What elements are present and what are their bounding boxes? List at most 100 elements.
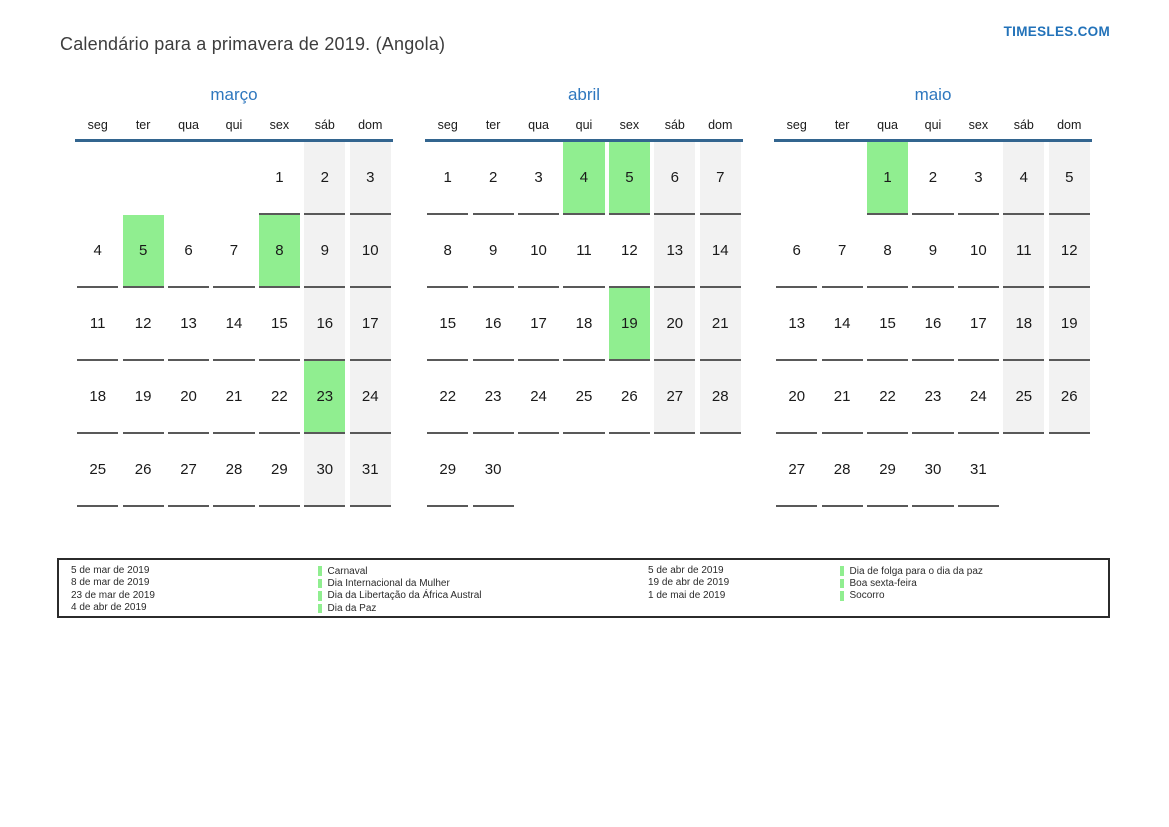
- day-number: 20: [168, 361, 210, 434]
- day-number: 29: [258, 434, 300, 507]
- empty-cell: [1047, 434, 1092, 507]
- week-row: 13 14 15 16 17 18 19: [774, 288, 1092, 361]
- day-cell: 23: [302, 361, 347, 434]
- legend-date: 8 de mar de 2019: [71, 577, 150, 589]
- day-cell: 30: [302, 434, 347, 507]
- day-cell: 7: [698, 142, 743, 215]
- day-number: 21: [821, 361, 863, 434]
- day-number: 5: [122, 215, 164, 288]
- day-number: 12: [608, 215, 650, 288]
- weekday-label: sáb: [664, 118, 685, 132]
- day-cell: 29: [257, 434, 302, 507]
- weekday-label: qui: [924, 118, 942, 132]
- day-cell: 19: [607, 288, 652, 361]
- empty-cell: [120, 142, 165, 215]
- day-number: 9: [912, 215, 954, 288]
- empty-cell: [652, 434, 697, 507]
- day-cell: 26: [607, 361, 652, 434]
- day-number: 26: [1048, 361, 1090, 434]
- day-cell: 26: [120, 434, 165, 507]
- day-cell: 8: [425, 215, 470, 288]
- day-cell: 6: [774, 215, 819, 288]
- legend-date: 19 de abr de 2019: [648, 577, 730, 589]
- day-cell: 18: [1001, 288, 1046, 361]
- day-cell: 29: [425, 434, 470, 507]
- day-number: 10: [518, 215, 560, 288]
- weekday-label: qui: [225, 118, 243, 132]
- holiday-marker-icon: [318, 603, 322, 614]
- day-number: 23: [304, 361, 346, 434]
- day-cell: 9: [910, 215, 955, 288]
- day-cell: 5: [607, 142, 652, 215]
- day-cell: 18: [561, 288, 606, 361]
- day-number: 24: [957, 361, 999, 434]
- day-cell: 28: [211, 434, 256, 507]
- day-cell: 10: [516, 215, 561, 288]
- day-number: 28: [213, 434, 255, 507]
- empty-fill: [518, 434, 559, 507]
- holiday-name: Dia da Paz: [327, 602, 377, 614]
- day-cell: 21: [698, 288, 743, 361]
- day-cell: 31: [348, 434, 393, 507]
- day-cell: 19: [1047, 288, 1092, 361]
- day-cell: 23: [470, 361, 515, 434]
- legend-date: 5 de mar de 2019: [71, 565, 150, 576]
- site-link[interactable]: TIMESLES.COM: [1003, 24, 1110, 39]
- day-cell: 1: [425, 142, 470, 215]
- day-cell: 27: [166, 434, 211, 507]
- holiday-name: Boa sexta-feira: [849, 578, 917, 590]
- day-number: 6: [654, 142, 696, 215]
- day-number: 31: [957, 434, 999, 507]
- day-cell: 25: [75, 434, 120, 507]
- empty-fill: [1003, 434, 1044, 507]
- day-number: 17: [349, 288, 391, 361]
- day-cell: 20: [652, 288, 697, 361]
- weekday-label: dom: [358, 118, 383, 132]
- day-number: 7: [821, 215, 863, 288]
- day-number: 15: [867, 288, 909, 361]
- day-cell: 18: [75, 361, 120, 434]
- holiday-marker-icon: [840, 591, 844, 601]
- day-cell: 20: [774, 361, 819, 434]
- day-number: 11: [77, 288, 119, 361]
- weekday-label: dom: [1057, 118, 1082, 132]
- day-cell: 12: [120, 288, 165, 361]
- day-number: 27: [776, 434, 818, 507]
- day-cell: 6: [166, 215, 211, 288]
- day-cell: 31: [956, 434, 1001, 507]
- holiday-name: Socorro: [849, 590, 885, 602]
- legend-holidays-column: Dia de folga para o dia da paz Boa sexta-…: [840, 565, 983, 602]
- day-cell: 26: [1047, 361, 1092, 434]
- day-number: 13: [654, 215, 696, 288]
- day-number: 8: [867, 215, 909, 288]
- day-number: 26: [122, 434, 164, 507]
- legend-holiday: Carnaval: [318, 565, 481, 577]
- day-cell: 17: [516, 288, 561, 361]
- day-number: 14: [699, 215, 741, 288]
- holiday-marker-icon: [318, 591, 322, 601]
- weekday-label: ter: [485, 118, 501, 132]
- month-grid: 1 2 3 4 5 6 7 8 9 10 11 12 13 14 15 16 17 18 19 20 21 22 23 24 2…: [774, 142, 1092, 507]
- holiday-name: Carnaval: [327, 565, 368, 577]
- empty-fill: [77, 142, 118, 215]
- weekday-label: qua: [528, 118, 549, 132]
- week-row: 27 28 29 30 31: [774, 434, 1092, 507]
- day-number: 23: [912, 361, 954, 434]
- weekday-label: seg: [437, 118, 458, 132]
- weekday-label: qui: [575, 118, 593, 132]
- day-number: 19: [1048, 288, 1090, 361]
- weekday-label: seg: [786, 118, 807, 132]
- day-cell: 13: [166, 288, 211, 361]
- month-grid: 1 2 3 4 5 6 7 8 9 10 11 12 13 14 15 16 17 18 19 20 21 22 23 24 2…: [75, 142, 393, 507]
- day-number: 14: [821, 288, 863, 361]
- day-cell: 15: [425, 288, 470, 361]
- day-cell: 27: [652, 361, 697, 434]
- day-number: 15: [427, 288, 469, 361]
- month-title: março: [210, 85, 258, 104]
- weekday-label: qua: [877, 118, 898, 132]
- day-number: 31: [349, 434, 391, 507]
- legend-date: 23 de mar de 2019: [71, 589, 155, 601]
